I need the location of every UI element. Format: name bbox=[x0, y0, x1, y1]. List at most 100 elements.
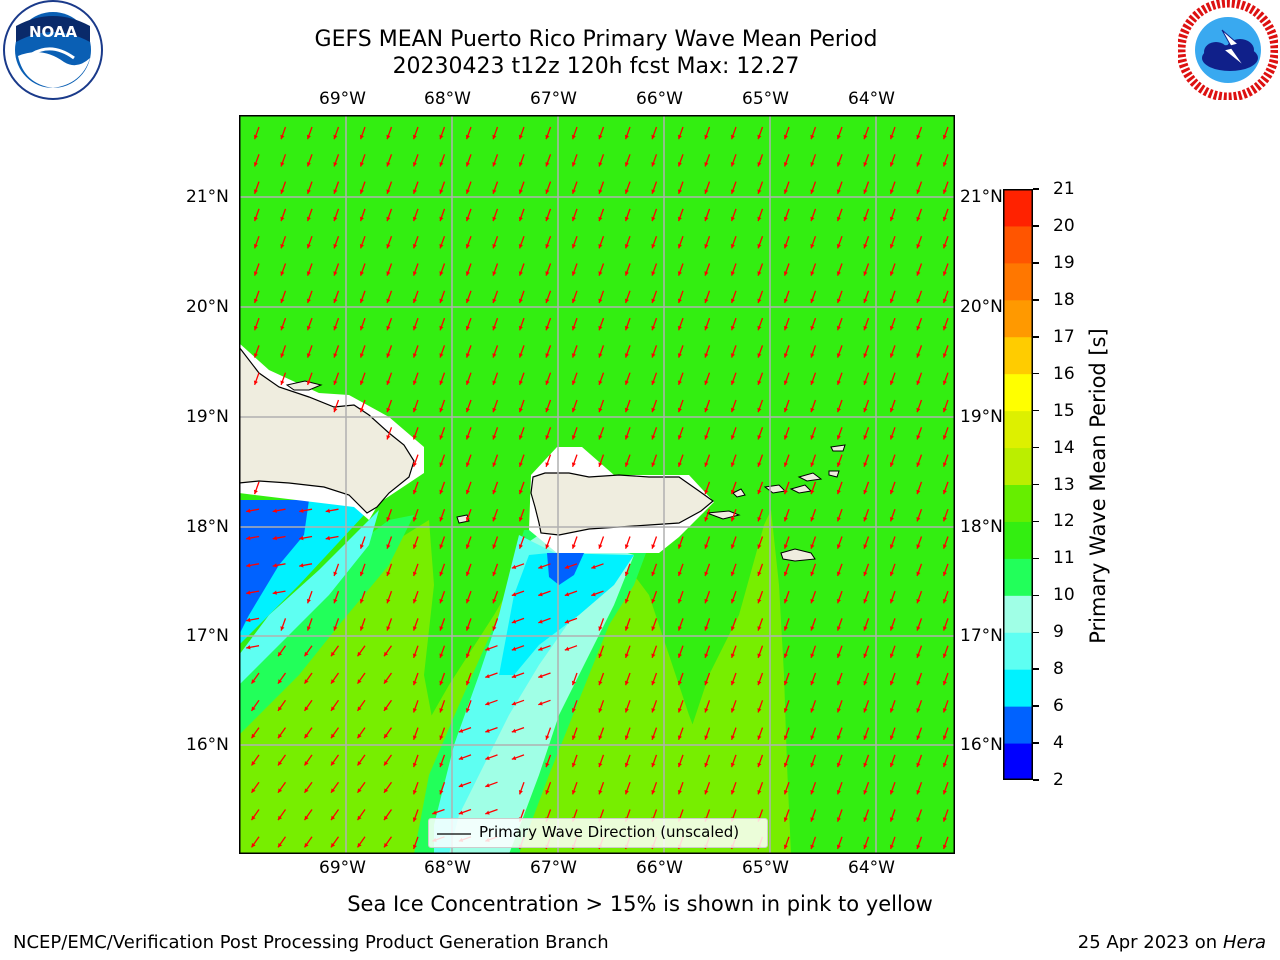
wave-arrow-head bbox=[651, 189, 656, 194]
wave-arrow-head bbox=[598, 380, 603, 385]
wave-arrow-head bbox=[863, 653, 868, 658]
wave-arrow-head bbox=[783, 762, 788, 768]
wave-arrow-head bbox=[545, 298, 550, 303]
wave-arrow-head bbox=[518, 380, 523, 385]
wave-arrow-head bbox=[485, 701, 490, 706]
wave-arrow-head bbox=[757, 271, 762, 276]
colorbar-swatch bbox=[1003, 189, 1033, 227]
wave-arrow-head bbox=[889, 626, 894, 631]
wave-arrow-head bbox=[304, 679, 309, 684]
wave-arrow-head bbox=[863, 380, 868, 385]
colorbar-tick-mark bbox=[1033, 668, 1039, 670]
wave-arrow-head bbox=[331, 651, 336, 657]
wave-arrow-head bbox=[783, 353, 788, 358]
wave-arrow-head bbox=[325, 535, 330, 541]
wave-arrow-head bbox=[412, 544, 417, 549]
wave-arrow-head bbox=[624, 407, 629, 413]
wave-arrow-head bbox=[253, 162, 258, 167]
wave-arrow-head bbox=[412, 517, 417, 522]
wave-arrow-head bbox=[942, 244, 947, 249]
wave-arrow-head bbox=[836, 407, 841, 413]
wave-arrow-head bbox=[272, 508, 277, 513]
wave-arrow-head bbox=[942, 435, 947, 440]
wave-arrow-head bbox=[278, 706, 283, 711]
wave-arrow-head bbox=[439, 762, 444, 768]
wave-arrow-head bbox=[465, 544, 470, 549]
wave-arrow-head bbox=[492, 353, 497, 358]
lat-label-left-19n: 19°N bbox=[186, 407, 229, 427]
wave-arrow-head bbox=[624, 653, 629, 658]
wave-arrow-head bbox=[783, 735, 788, 740]
wave-arrow-head bbox=[651, 325, 656, 331]
noaa-logo: NOAA bbox=[2, 0, 104, 102]
wave-arrow-head bbox=[677, 598, 682, 604]
wave-arrow-head bbox=[863, 162, 868, 167]
wave-arrow-head bbox=[757, 544, 762, 549]
wave-arrow-head bbox=[518, 407, 523, 413]
wave-arrow-head bbox=[810, 626, 815, 631]
wave-arrow-head bbox=[757, 762, 762, 768]
wave-arrow-head bbox=[538, 674, 543, 679]
wave-arrow-head bbox=[598, 762, 603, 768]
wave-arrow-head bbox=[465, 244, 470, 249]
wave-arrow-head bbox=[439, 571, 444, 576]
wave-arrow-head bbox=[677, 298, 682, 303]
wave-arrow-head bbox=[836, 653, 841, 658]
wave-arrow-head bbox=[384, 733, 389, 739]
wave-arrow-head bbox=[651, 162, 656, 167]
wave-arrow-head bbox=[624, 380, 629, 385]
wave-arrow-head bbox=[571, 380, 576, 385]
wave-arrow-head bbox=[492, 626, 497, 631]
wave-arrow-head bbox=[783, 817, 788, 822]
wave-arrow-head bbox=[598, 189, 603, 194]
wave-arrow-head bbox=[836, 462, 841, 467]
wave-arrow-head bbox=[306, 598, 311, 604]
wave-arrow-head bbox=[333, 325, 338, 331]
wave-arrow-head bbox=[386, 626, 391, 631]
wave-arrow-head bbox=[246, 645, 251, 650]
wave-arrow-head bbox=[412, 325, 417, 331]
wave-arrow-head bbox=[465, 571, 470, 576]
wave-arrow-head bbox=[624, 298, 629, 303]
wave-arrow-head bbox=[677, 680, 682, 686]
wave-arrow-head bbox=[306, 134, 311, 140]
wave-arrow-head bbox=[836, 189, 841, 194]
wave-arrow-head bbox=[598, 162, 603, 167]
wave-arrow-head bbox=[439, 708, 444, 713]
wave-arrow-head bbox=[757, 435, 762, 440]
wave-arrow-head bbox=[386, 517, 391, 522]
wave-arrow-head bbox=[518, 271, 523, 276]
wave-arrow-head bbox=[439, 544, 444, 549]
wave-arrow-head bbox=[511, 756, 517, 760]
wave-arrow-head bbox=[730, 244, 735, 249]
wave-arrow-head bbox=[704, 216, 709, 222]
colorbar-tick-label: 10 bbox=[1053, 585, 1075, 606]
colorbar-tick-mark bbox=[1033, 188, 1039, 190]
wave-arrow-head bbox=[651, 762, 656, 768]
lon-label-bottom-64w: 64°W bbox=[848, 858, 895, 878]
wave-arrow-head bbox=[359, 325, 364, 331]
wave-arrow-head bbox=[299, 563, 304, 568]
wave-arrow-head bbox=[412, 162, 417, 167]
wave-arrow-head bbox=[571, 680, 576, 686]
wave-arrow-head bbox=[465, 325, 470, 331]
wave-arrow-head bbox=[458, 756, 464, 760]
wave-arrow-head bbox=[458, 810, 464, 815]
wave-arrow-head bbox=[246, 535, 251, 541]
wave-arrow-head bbox=[306, 380, 311, 385]
wave-arrow-head bbox=[810, 653, 815, 658]
wave-arrow-head bbox=[511, 619, 517, 624]
lon-label-bottom-68w: 68°W bbox=[424, 858, 471, 878]
wave-arrow-head bbox=[492, 162, 497, 167]
wave-arrow-head bbox=[359, 598, 364, 604]
wave-arrow-head bbox=[598, 216, 603, 222]
wave-arrow-head bbox=[571, 271, 576, 276]
wave-arrow-head bbox=[651, 353, 656, 358]
wave-arrow-head bbox=[485, 756, 490, 760]
wave-arrow-head bbox=[942, 571, 947, 576]
lon-label-top-65w: 65°W bbox=[742, 89, 789, 109]
wave-arrow-head bbox=[545, 735, 550, 740]
wave-arrow-head bbox=[757, 489, 762, 495]
wave-arrow-head bbox=[564, 592, 570, 597]
lat-label-right-17n: 17°N bbox=[960, 626, 1003, 646]
